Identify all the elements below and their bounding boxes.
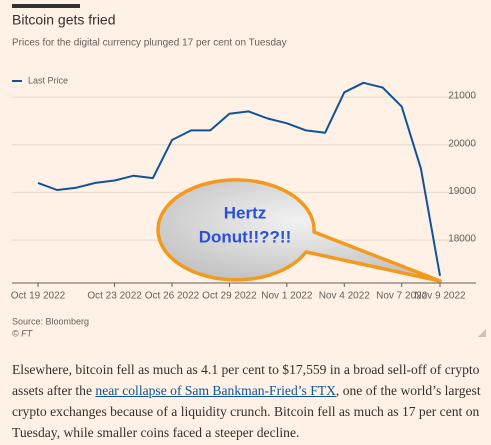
- x-tick-label: Nov 7 2022: [376, 291, 428, 302]
- x-tick-label: Oct 19 2022: [11, 291, 66, 302]
- x-tick-label: Oct 23 2022: [87, 291, 142, 302]
- annotation: Donut!!??!!: [199, 227, 292, 246]
- article-text: Elsewhere, bitcoin fell as much as 4.1 p…: [12, 362, 480, 398]
- x-tick-label: Oct 26 2022: [145, 291, 200, 302]
- speech-bubble: [156, 178, 442, 283]
- credit: © FT: [12, 328, 34, 338]
- article: Elsewhere, bitcoin fell as much as 4.1 p…: [12, 359, 482, 443]
- legend-label: Last Price: [28, 75, 68, 85]
- y-tick-label: 20000: [448, 138, 476, 149]
- chart-title: Bitcoin gets fried: [12, 12, 116, 28]
- y-tick-label: 18000: [448, 234, 476, 245]
- x-tick-label: Nov 9 2022: [414, 291, 466, 302]
- x-tick-label: Nov 4 2022: [319, 291, 371, 302]
- chart-subtitle: Prices for the digital currency plunged …: [12, 38, 287, 49]
- chart: Bitcoin gets fried Prices for the digita…: [11, 4, 486, 338]
- x-tick-label: Oct 29 2022: [202, 291, 257, 302]
- y-tick-label: 19000: [448, 186, 476, 197]
- article-link[interactable]: near collapse of Sam Bankman-Fried’s FTX: [95, 383, 336, 398]
- annotation: Hertz: [224, 203, 267, 222]
- x-tick-label: Nov 1 2022: [261, 291, 313, 302]
- corner-icon: [478, 329, 486, 337]
- title-bar: [12, 4, 80, 8]
- price-line: [37, 81, 441, 276]
- article-text: , one of the world’s largest crypto exch…: [12, 383, 481, 440]
- source: Source: Bloomberg: [12, 316, 89, 326]
- y-tick-label: 21000: [448, 91, 476, 102]
